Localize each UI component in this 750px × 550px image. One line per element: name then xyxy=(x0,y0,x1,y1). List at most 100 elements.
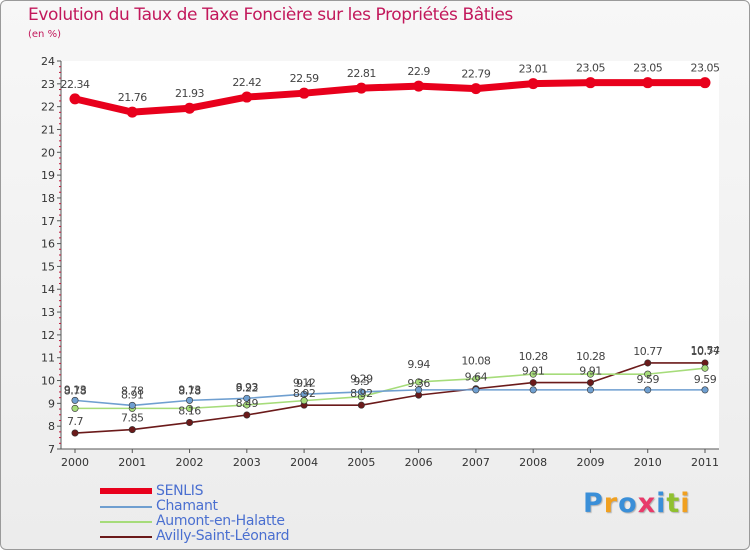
data-point xyxy=(529,386,537,394)
data-label: 8.16 xyxy=(178,405,201,418)
data-point xyxy=(186,404,194,412)
x-tick-label: 2010 xyxy=(634,456,662,469)
data-label: 8.91 xyxy=(121,388,144,401)
data-point xyxy=(71,429,79,437)
data-label: 9.59 xyxy=(694,373,717,386)
logo-letter: t xyxy=(666,488,681,519)
legend-swatch-chamant xyxy=(100,506,152,508)
legend-label-senlis: SENLIS xyxy=(156,483,204,499)
data-point xyxy=(186,419,194,427)
data-point xyxy=(355,82,367,94)
data-label: 23.01 xyxy=(519,63,548,76)
data-label: 9.13 xyxy=(64,383,87,396)
plot-area xyxy=(61,61,719,449)
data-point xyxy=(415,386,423,394)
data-point xyxy=(699,77,711,89)
data-label: 9.91 xyxy=(522,365,545,378)
logo-letter: o xyxy=(618,488,638,519)
data-point xyxy=(527,78,539,90)
data-label: 9.13 xyxy=(178,383,201,396)
data-label: 22.79 xyxy=(461,68,490,81)
data-point xyxy=(243,394,251,402)
data-label: 8.92 xyxy=(293,387,316,400)
data-label: 10.77 xyxy=(633,345,662,358)
data-label: 9.36 xyxy=(407,377,430,390)
data-point xyxy=(586,379,594,387)
data-label: 9.4 xyxy=(296,377,312,390)
data-label: 23.05 xyxy=(633,62,662,75)
legend-swatch-senlis xyxy=(100,488,152,494)
data-point xyxy=(69,93,81,105)
x-tick-label: 2006 xyxy=(405,456,433,469)
legend-swatch-avilly xyxy=(100,536,152,538)
data-label: 7.85 xyxy=(121,412,144,425)
data-label: 23.05 xyxy=(576,62,605,75)
legend-label-aumont: Aumont-en-Halatte xyxy=(156,513,285,529)
logo-letter: i xyxy=(656,488,667,519)
data-label: 22.81 xyxy=(347,67,376,80)
legend: SENLIS Chamant Aumont-en-Halatte Avilly-… xyxy=(100,484,360,544)
data-point xyxy=(413,80,425,92)
y-tick-label: 9 xyxy=(48,397,55,410)
x-tick-label: 2011 xyxy=(691,456,719,469)
legend-label-avilly: Avilly-Saint-Léonard xyxy=(156,528,290,544)
legend-swatch-aumont xyxy=(100,521,152,523)
x-tick-label: 2007 xyxy=(462,456,490,469)
y-tick-label: 14 xyxy=(41,283,55,296)
data-label: 9.5 xyxy=(353,375,369,388)
data-label: 21.76 xyxy=(118,91,147,104)
data-point xyxy=(470,83,482,95)
data-point xyxy=(701,364,709,372)
data-point xyxy=(644,386,652,394)
data-point xyxy=(472,386,480,394)
data-label: 22.59 xyxy=(290,72,319,85)
data-point xyxy=(701,386,709,394)
x-tick-label: 2003 xyxy=(233,456,261,469)
y-tick-label: 11 xyxy=(41,352,55,365)
data-label: 8.78 xyxy=(178,384,201,397)
data-label: 10.54 xyxy=(691,344,720,357)
data-label: 10.28 xyxy=(519,350,548,363)
y-tick-label: 7 xyxy=(48,443,55,456)
data-label: 8.78 xyxy=(64,384,87,397)
data-label: 22.42 xyxy=(232,76,261,89)
logo-letter: x xyxy=(637,488,657,519)
y-axis-unit: (en %) xyxy=(28,29,61,40)
data-point xyxy=(644,359,652,367)
y-tick-label: 16 xyxy=(41,238,55,251)
data-point xyxy=(584,77,596,89)
data-point xyxy=(186,396,194,404)
y-tick-label: 12 xyxy=(41,329,55,342)
data-label: 9.12 xyxy=(293,377,316,390)
data-point xyxy=(128,426,136,434)
data-point xyxy=(71,396,79,404)
data-point xyxy=(644,370,652,378)
series-line-3 xyxy=(74,362,706,434)
x-tick-label: 2000 xyxy=(61,456,89,469)
data-point xyxy=(586,386,594,394)
data-label: 23.05 xyxy=(691,62,720,75)
y-tick-label: 19 xyxy=(41,169,55,182)
data-point xyxy=(184,102,196,114)
x-tick-label: 2002 xyxy=(176,456,204,469)
data-label: 10.77 xyxy=(691,345,720,358)
data-point xyxy=(300,390,308,398)
y-tick-label: 13 xyxy=(41,306,55,319)
data-point xyxy=(241,91,253,103)
x-tick-label: 2005 xyxy=(347,456,375,469)
data-label: 9.91 xyxy=(579,365,602,378)
proxiti-logo: Proxiti xyxy=(583,488,691,519)
data-point xyxy=(71,404,79,412)
x-tick-label: 2008 xyxy=(519,456,547,469)
data-label: 8.78 xyxy=(121,384,144,397)
legend-label-chamant: Chamant xyxy=(156,498,218,514)
data-label: 8.49 xyxy=(236,397,259,410)
data-label: 9.64 xyxy=(465,371,488,384)
data-point xyxy=(529,379,537,387)
legend-item-avilly: Avilly-Saint-Léonard xyxy=(100,529,360,544)
y-tick-label: 23 xyxy=(41,78,55,91)
series-line-2 xyxy=(74,367,706,410)
data-label: 22.9 xyxy=(407,65,430,78)
legend-item-aumont: Aumont-en-Halatte xyxy=(100,514,360,529)
x-tick-label: 2001 xyxy=(118,456,146,469)
